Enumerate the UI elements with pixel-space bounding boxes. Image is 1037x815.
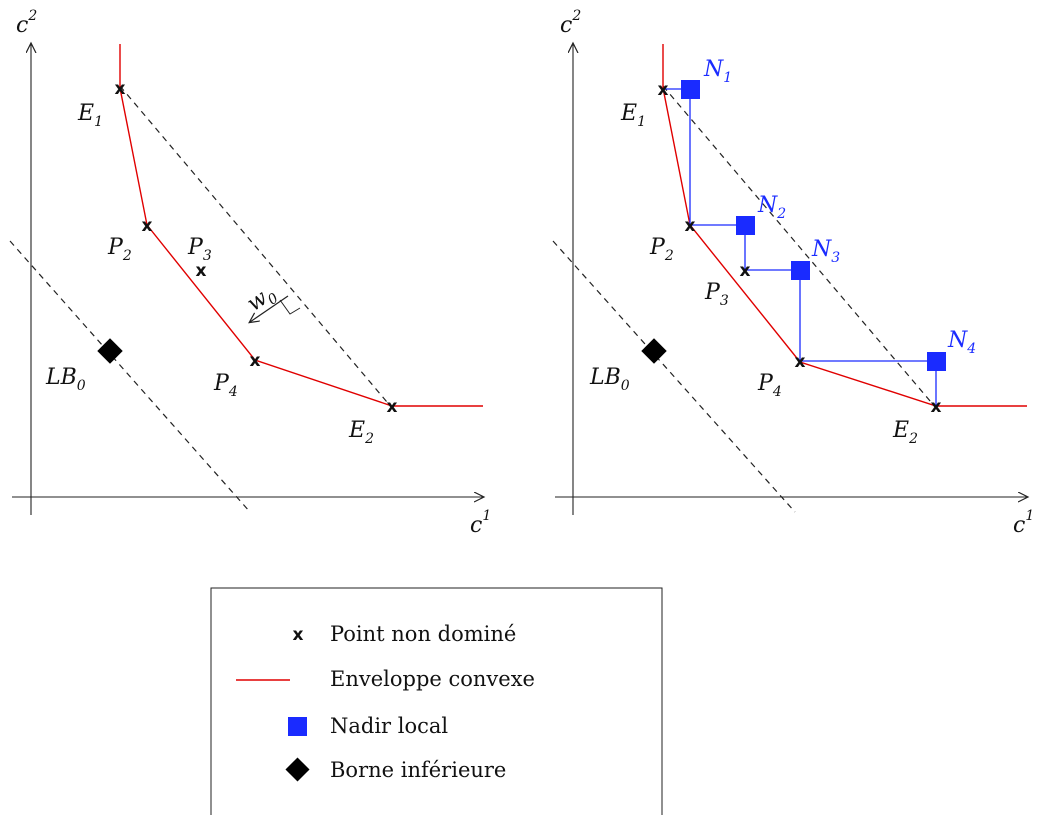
right-nadir-N4-label: N4 (947, 328, 976, 357)
left-convex-hull (119, 44, 483, 407)
legend-label-lower-bound: Borne inférieure (330, 758, 506, 782)
right-point-P4-label: P4 (757, 371, 782, 400)
legend-label-convex-hull: Enveloppe convexe (330, 667, 535, 691)
legend-item-lower-bound: Borne inférieure (285, 757, 506, 782)
right-nadir-N1-marker (681, 80, 700, 99)
legend-blue-square-icon (288, 717, 307, 736)
right-point-E1-marker: x (658, 80, 669, 100)
right-x-axis-label: c1 (1013, 508, 1034, 538)
left-lower-bound-label: LB0 (45, 365, 86, 394)
left-point-E2-label: E2 (348, 418, 374, 447)
right-point-P4-marker: x (795, 352, 806, 372)
right-point-P3-label: P3 (704, 280, 729, 309)
right-point-P2-marker: x (685, 216, 696, 236)
left-point-P4-marker: x (250, 351, 261, 371)
right-nadir-N3-label: N3 (811, 237, 840, 266)
right-point-P3-marker: x (740, 261, 751, 281)
left-point-P2-marker: x (142, 216, 153, 236)
left-weight-vector: w0 (243, 285, 301, 322)
left-point-E1-marker: x (115, 79, 126, 99)
legend-x-mark-icon: x (293, 625, 304, 645)
left-point-P4-label: P4 (213, 371, 238, 400)
right-y-axis-label: c2 (560, 8, 581, 38)
left-x-axis-label: c1 (470, 508, 491, 538)
right-lower-bound-line (552, 240, 796, 513)
legend-item-non-dominated: x Point non dominé (293, 622, 517, 646)
left-point-E1-label: E1 (77, 101, 103, 130)
right-nadir-N1-label: N1 (703, 57, 732, 86)
right-convex-hull (662, 44, 1027, 407)
right-nadir-N4-marker (927, 352, 946, 371)
left-point-P3-marker: x (196, 261, 207, 281)
legend-label-local-nadir: Nadir local (330, 714, 448, 738)
left-y-axis-label: c2 (16, 8, 37, 38)
right-lower-bound-label: LB0 (589, 365, 630, 394)
left-lower-bound-line (9, 240, 251, 513)
right-panel: c1 c2 x E1 x P2 x P3 x P4 x E2 N1 N2 N3 … (552, 8, 1034, 538)
left-point-P3-label: P3 (187, 235, 212, 264)
right-nadir-N2-marker (736, 216, 755, 235)
left-point-E2-marker: x (387, 397, 398, 417)
left-panel: c1 c2 w0 x E1 x P2 x P3 x P4 x E2 LB0 (9, 8, 491, 538)
left-lower-bound-marker (97, 338, 123, 364)
legend-item-local-nadir: Nadir local (288, 714, 448, 738)
right-point-E2-marker: x (931, 397, 942, 417)
right-lower-bound-marker (641, 338, 667, 364)
legend-box (210, 587, 663, 815)
left-point-P2-label: P2 (107, 235, 132, 264)
legend: x Point non dominé Enveloppe convexe Nad… (210, 587, 663, 815)
right-point-P2-label: P2 (649, 235, 674, 264)
legend-label-non-dominated: Point non dominé (330, 622, 516, 646)
legend-item-convex-hull: Enveloppe convexe (236, 667, 535, 691)
right-nadir-N2-label: N2 (757, 193, 786, 222)
right-supporting-line (662, 85, 937, 409)
right-point-E2-label: E2 (892, 418, 918, 447)
right-point-E1-label: E1 (620, 101, 646, 130)
right-nadir-N3-marker (791, 261, 810, 280)
left-supporting-line (119, 85, 393, 409)
